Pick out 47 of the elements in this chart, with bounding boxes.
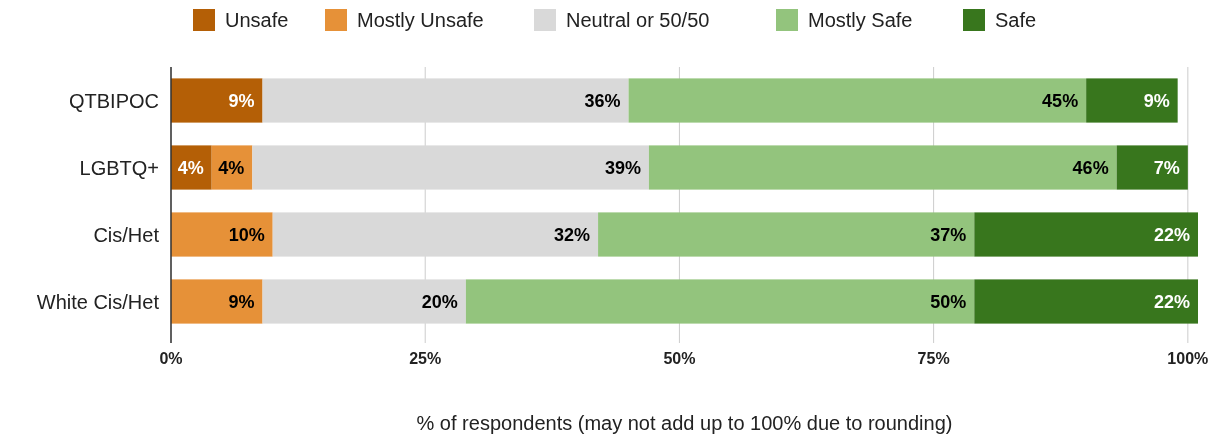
x-axis-title: % of respondents (may not add up to 100% due to rounding) [416,412,953,434]
bar [171,78,263,123]
data-label: 39% [604,157,641,178]
data-label: 46% [1072,157,1109,178]
data-label: 7% [1153,157,1180,178]
legend-label: Unsafe [225,9,289,31]
data-label: 37% [930,224,967,245]
bar [171,212,273,257]
y-tick-label: White Cis/Het [36,290,160,313]
legend-label: Safe [995,9,1037,31]
data-label: 32% [554,224,591,245]
bar [1116,145,1188,190]
bar [974,279,1198,324]
x-tick-label: 75% [917,349,950,367]
legend-label: Mostly Safe [808,9,913,31]
data-label: 50% [930,291,967,312]
data-label: 9% [228,291,255,312]
data-label: 9% [228,90,255,111]
bar [252,145,649,190]
bar [598,212,975,257]
bar [648,145,1117,190]
x-tick-label: 25% [409,349,442,367]
x-tick-label: 100% [1167,349,1209,367]
bar [1086,78,1178,123]
data-label: 4% [218,157,245,178]
bar [171,279,263,324]
y-tick-label: QTBIPOC [68,89,159,112]
data-label: 36% [584,90,621,111]
x-tick-label: 50% [663,349,696,367]
data-label: 10% [228,224,265,245]
bar [262,279,466,324]
data-label: 9% [1143,90,1170,111]
bar [974,212,1198,257]
data-label: 22% [1153,291,1190,312]
y-tick-label: LGBTQ+ [79,156,159,179]
bar [628,78,1087,123]
legend-label: Neutral or 50/50 [566,9,710,31]
bar [465,279,975,324]
x-tick-label: 0% [159,349,183,367]
bar [272,212,599,257]
bar [262,78,629,123]
legend-label: Mostly Unsafe [357,9,484,31]
data-label: 4% [177,157,204,178]
y-tick-label: Cis/Het [93,223,160,246]
data-label: 22% [1153,224,1190,245]
data-label: 45% [1042,90,1079,111]
data-label: 20% [421,291,458,312]
